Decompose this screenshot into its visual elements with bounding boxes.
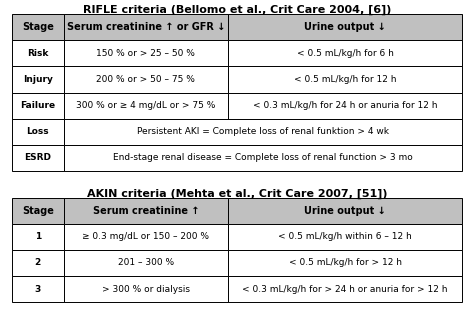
Text: Serum creatinine ↑ or GFR ↓: Serum creatinine ↑ or GFR ↓ [67, 22, 225, 32]
Bar [228, 198, 462, 224]
Text: AKIN criteria (Mehta et al., Crit Care 2007, [51]): AKIN criteria (Mehta et al., Crit Care 2… [87, 188, 387, 198]
Text: Persistent AKI = Complete loss of renal funktion > 4 wk: Persistent AKI = Complete loss of renal … [137, 127, 389, 136]
Text: < 0.5 mL/kg/h within 6 – 12 h: < 0.5 mL/kg/h within 6 – 12 h [278, 232, 412, 241]
Bar [12, 224, 64, 250]
Text: < 0.5 mL/kg/h for > 12 h: < 0.5 mL/kg/h for > 12 h [289, 259, 401, 267]
Text: Injury: Injury [23, 75, 53, 84]
Bar [64, 66, 228, 93]
Text: Urine output ↓: Urine output ↓ [304, 206, 386, 216]
Bar [64, 40, 228, 66]
Bar [12, 198, 64, 224]
Text: 3: 3 [35, 285, 41, 294]
Text: < 0.5 mL/kg/h for 12 h: < 0.5 mL/kg/h for 12 h [294, 75, 396, 84]
Bar [12, 14, 64, 40]
Bar [64, 14, 228, 40]
Bar [12, 145, 64, 171]
Bar [228, 224, 462, 250]
Bar [64, 198, 228, 224]
Text: RIFLE criteria (Bellomo et al., Crit Care 2004, [6]): RIFLE criteria (Bellomo et al., Crit Car… [83, 5, 391, 15]
Bar [228, 66, 462, 93]
Text: < 0.3 mL/kg/h for 24 h or anuria for 12 h: < 0.3 mL/kg/h for 24 h or anuria for 12 … [253, 101, 438, 110]
Text: > 300 % or dialysis: > 300 % or dialysis [102, 285, 190, 294]
Text: 200 % or > 50 – 75 %: 200 % or > 50 – 75 % [96, 75, 195, 84]
Text: Failure: Failure [20, 101, 55, 110]
Text: Serum creatinine ↑: Serum creatinine ↑ [92, 206, 199, 216]
Text: Loss: Loss [27, 127, 49, 136]
Text: 1: 1 [35, 232, 41, 241]
Text: < 0.3 mL/kg/h for > 24 h or anuria for > 12 h: < 0.3 mL/kg/h for > 24 h or anuria for >… [242, 285, 448, 294]
Bar [64, 145, 462, 171]
Text: 2: 2 [35, 259, 41, 267]
Bar [12, 119, 64, 145]
Bar [12, 40, 64, 66]
Text: 300 % or ≥ 4 mg/dL or > 75 %: 300 % or ≥ 4 mg/dL or > 75 % [76, 101, 216, 110]
Text: End-stage renal disease = Complete loss of renal function > 3 mo: End-stage renal disease = Complete loss … [113, 153, 413, 162]
Text: Urine output ↓: Urine output ↓ [304, 22, 386, 32]
Text: ≥ 0.3 mg/dL or 150 – 200 %: ≥ 0.3 mg/dL or 150 – 200 % [82, 232, 210, 241]
Text: ESRD: ESRD [24, 153, 51, 162]
Text: 150 % or > 25 – 50 %: 150 % or > 25 – 50 % [96, 49, 195, 58]
Bar [64, 276, 228, 302]
Bar [12, 276, 64, 302]
Text: Stage: Stage [22, 22, 54, 32]
Bar [12, 93, 64, 119]
Bar [228, 276, 462, 302]
Bar [64, 119, 462, 145]
Text: 201 – 300 %: 201 – 300 % [118, 259, 174, 267]
Bar [12, 250, 64, 276]
Bar [228, 40, 462, 66]
Text: < 0.5 mL/kg/h for 6 h: < 0.5 mL/kg/h for 6 h [297, 49, 393, 58]
Bar [228, 14, 462, 40]
Bar [64, 250, 228, 276]
Bar [228, 250, 462, 276]
Bar [64, 93, 228, 119]
Text: Stage: Stage [22, 206, 54, 216]
Bar [12, 66, 64, 93]
Bar [228, 93, 462, 119]
Text: Risk: Risk [27, 49, 48, 58]
Bar [64, 224, 228, 250]
